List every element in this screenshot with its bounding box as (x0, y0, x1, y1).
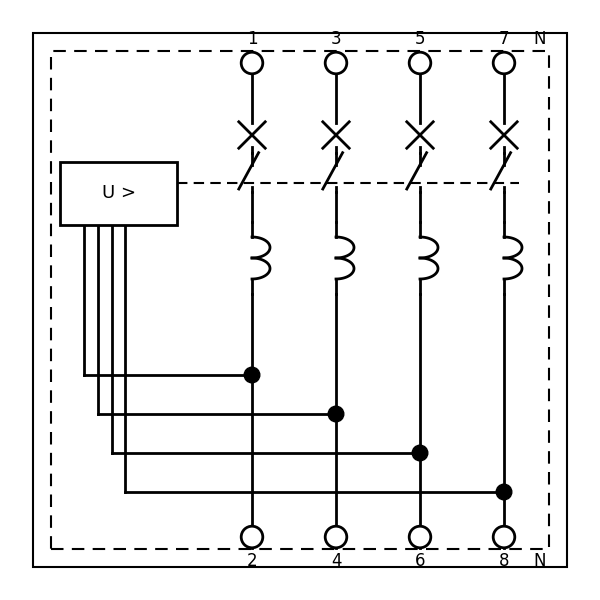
Text: 3: 3 (331, 30, 341, 48)
Bar (33, 33, 567, 567)
Circle shape (493, 52, 515, 74)
Circle shape (328, 406, 344, 422)
Text: 8: 8 (499, 552, 509, 570)
Circle shape (493, 526, 515, 548)
Text: 7: 7 (499, 30, 509, 48)
Circle shape (325, 52, 347, 74)
Bar (60, 162, 177, 225)
Text: 6: 6 (415, 552, 425, 570)
Text: 4: 4 (331, 552, 341, 570)
Text: 5: 5 (415, 30, 425, 48)
Circle shape (496, 484, 512, 500)
Text: N: N (534, 30, 546, 48)
Circle shape (412, 445, 428, 461)
Circle shape (409, 526, 431, 548)
Text: 2: 2 (247, 552, 257, 570)
Circle shape (241, 52, 263, 74)
Text: N: N (534, 552, 546, 570)
Text: U >: U > (101, 185, 136, 202)
Circle shape (241, 526, 263, 548)
Circle shape (244, 367, 260, 383)
Text: 1: 1 (247, 30, 257, 48)
Circle shape (325, 526, 347, 548)
Circle shape (409, 52, 431, 74)
